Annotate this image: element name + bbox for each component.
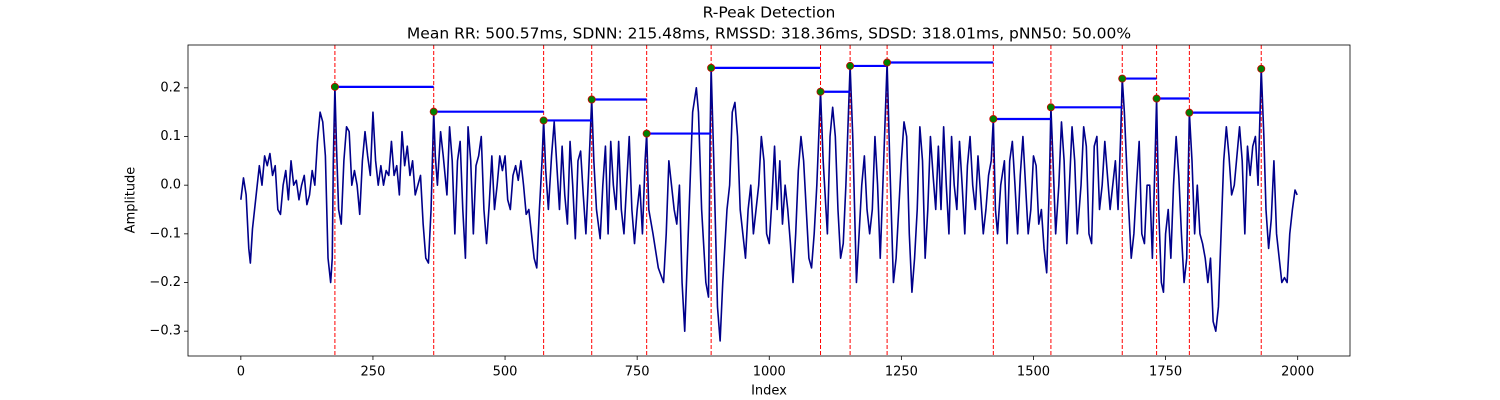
y-tick-label: 0.1 [160, 129, 181, 144]
r-peak [846, 61, 855, 70]
y-tick-label: 0.2 [160, 80, 181, 95]
plot-frame [187, 44, 1351, 357]
x-tick-label: 1750 [1149, 365, 1182, 380]
y-tick-label: −0.3 [149, 324, 181, 339]
x-tick-label: 750 [625, 365, 650, 380]
r-peak [816, 87, 825, 96]
x-tick-label: 250 [361, 365, 386, 380]
r-peak [1185, 108, 1194, 117]
chart-title: R-Peak Detection [703, 4, 836, 22]
r-peak [1118, 74, 1127, 83]
r-peak [587, 95, 596, 104]
r-peak [989, 114, 998, 123]
y-axis-label: Amplitude [124, 167, 139, 234]
x-tick-label: 1000 [753, 365, 786, 380]
y-tick-label: −0.1 [149, 226, 181, 241]
r-peak [1257, 64, 1266, 73]
r-peak [1046, 103, 1055, 112]
x-axis-label: Index [751, 384, 787, 399]
x-tick-label: 500 [493, 365, 518, 380]
chart-subtitle: Mean RR: 500.57ms, SDNN: 215.48ms, RMSSD… [407, 25, 1131, 43]
r-peak [539, 116, 548, 125]
x-tick-label: 0 [237, 365, 245, 380]
x-tick-label: 2000 [1281, 365, 1314, 380]
r-peak [1152, 94, 1161, 103]
signal-line [240, 61, 1298, 342]
r-peak [642, 129, 651, 138]
y-tick-label: −0.2 [149, 275, 181, 290]
r-peak [429, 107, 438, 116]
r-peak [330, 82, 339, 91]
x-tick-label: 1500 [1017, 365, 1050, 380]
x-tick-label: 1250 [885, 365, 918, 380]
y-tick-label: 0.0 [160, 178, 181, 193]
r-peak [883, 58, 892, 67]
r-peak [707, 63, 716, 72]
